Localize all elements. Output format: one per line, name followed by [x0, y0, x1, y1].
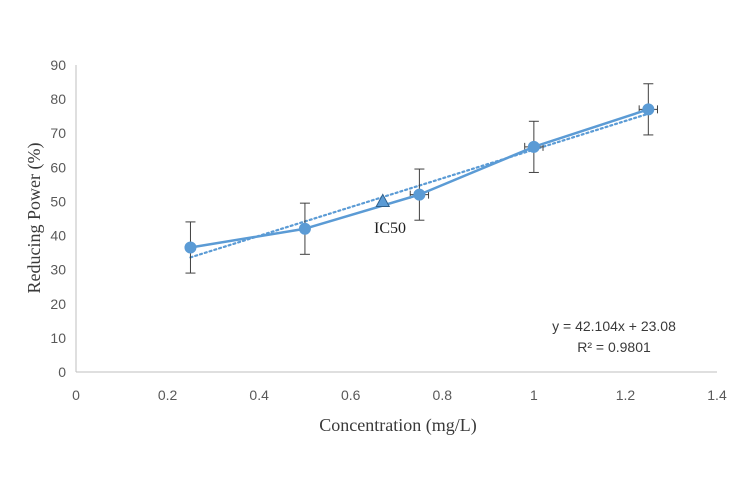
x-tick-label: 1 — [530, 387, 538, 403]
ic50-annotation — [375, 193, 391, 207]
x-axis-title: Concentration (mg/L) — [319, 415, 476, 436]
x-tick-label: 1.4 — [707, 387, 727, 403]
series-group — [184, 103, 655, 254]
y-tick-label: 10 — [50, 330, 66, 346]
x-tick-label: 0.6 — [341, 387, 361, 403]
data-point — [413, 188, 426, 201]
x-tick-label: 0.8 — [433, 387, 453, 403]
data-point — [298, 222, 311, 235]
x-tick-label: 1.2 — [616, 387, 636, 403]
error-bars — [185, 83, 658, 274]
y-tick-label: 70 — [50, 125, 66, 141]
trendline-equation: y = 42.104x + 23.08 — [552, 318, 676, 334]
y-tick-label: 20 — [50, 296, 66, 312]
y-tick-label: 50 — [50, 193, 66, 209]
trendline-r2: R² = 0.9801 — [577, 339, 651, 355]
x-tick-label: 0.2 — [158, 387, 178, 403]
axes — [75, 65, 717, 373]
x-tick-label: 0 — [72, 387, 80, 403]
ic50-triangle-marker — [375, 193, 391, 207]
y-tick-label: 90 — [50, 57, 66, 73]
data-point — [642, 103, 655, 116]
x-tick-label: 0.4 — [249, 387, 269, 403]
data-point — [527, 140, 540, 153]
data-point — [184, 241, 197, 254]
y-tick-label: 80 — [50, 91, 66, 107]
y-axis-ticks: 0 10 20 30 40 50 60 70 80 90 — [50, 57, 66, 380]
y-tick-label: 0 — [58, 364, 66, 380]
y-tick-label: 60 — [50, 159, 66, 175]
x-axis-ticks: 0 0.2 0.4 0.6 0.8 1 1.2 1.4 — [72, 387, 727, 403]
y-tick-label: 30 — [50, 262, 66, 278]
ic50-label: IC50 — [374, 220, 406, 237]
y-tick-label: 40 — [50, 228, 66, 244]
y-axis-title: Reducing Power (%) — [24, 143, 45, 294]
